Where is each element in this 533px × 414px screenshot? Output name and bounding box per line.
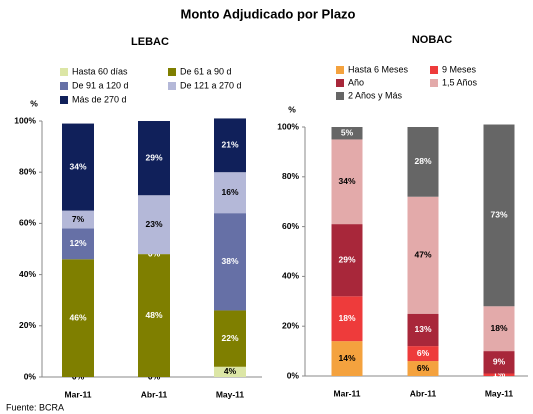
data-label: 14% — [338, 353, 355, 363]
x-tick-label: May-11 — [485, 388, 514, 398]
y-tick-label: 60% — [19, 218, 36, 228]
data-label: 18% — [490, 323, 507, 333]
data-label: 6% — [417, 348, 430, 358]
bar-segment — [407, 196, 439, 314]
y-tick-label: 40% — [282, 271, 299, 281]
data-label: 29% — [338, 254, 355, 264]
x-tick-label: May-11 — [216, 389, 245, 399]
y-tick-label: 0% — [287, 370, 300, 380]
bar-segment — [138, 121, 170, 196]
bar-segment — [483, 373, 515, 376]
bar-segment — [331, 296, 363, 342]
legend-swatch — [60, 68, 68, 76]
chart-title: NOBAC — [412, 34, 452, 46]
bar-segment — [62, 210, 94, 229]
legend-swatch — [168, 82, 176, 90]
data-label: 6% — [417, 363, 430, 373]
bar-segment — [483, 124, 515, 307]
data-label: 28% — [414, 156, 431, 166]
data-label: 1% — [493, 369, 506, 379]
bar-segment — [214, 118, 246, 173]
x-tick-label: Mar-11 — [334, 388, 361, 398]
data-label: 4% — [224, 366, 237, 376]
y-tick-label: 60% — [282, 221, 299, 231]
bar-segment — [407, 361, 439, 376]
bar-segment — [331, 127, 363, 140]
legend-label: De 121 a 270 d — [180, 80, 242, 90]
bar-segment — [331, 224, 363, 297]
data-label: 23% — [145, 219, 162, 229]
axis-unit: % — [30, 98, 38, 108]
bar-segment — [214, 213, 246, 311]
bar-segment — [483, 306, 515, 352]
bar-segment — [214, 310, 246, 367]
bar-segment — [214, 366, 246, 377]
data-label: 7% — [72, 214, 85, 224]
legend-label: Más de 270 d — [72, 94, 127, 104]
data-label: 16% — [221, 187, 238, 197]
data-label: 47% — [414, 249, 431, 259]
main-title: Monto Adjudicado por Plazo — [180, 6, 355, 21]
legend-label: Año — [348, 77, 364, 87]
legend-label: 9 Meses — [442, 64, 477, 74]
data-label: 12% — [69, 238, 86, 248]
bar-segment — [407, 313, 439, 347]
source: Fuente: BCRA — [6, 402, 64, 412]
legend-label: De 61 a 90 d — [180, 66, 232, 76]
data-label: 13% — [414, 324, 431, 334]
data-label: 38% — [221, 256, 238, 266]
data-label: 5% — [341, 127, 354, 137]
legend-swatch — [60, 96, 68, 104]
bar-segment — [62, 259, 94, 377]
x-tick-label: Mar-11 — [65, 389, 92, 399]
bar-segment — [407, 127, 439, 197]
y-tick-label: 20% — [19, 320, 36, 330]
data-label: 9% — [493, 357, 506, 367]
x-tick-label: Abr-11 — [410, 388, 437, 398]
bar-segment — [331, 341, 363, 376]
y-tick-label: 100% — [277, 121, 299, 131]
y-tick-label: 20% — [282, 320, 299, 330]
y-tick-label: 100% — [14, 115, 36, 125]
y-tick-label: 80% — [282, 171, 299, 181]
data-label: 29% — [145, 152, 162, 162]
data-label: 46% — [69, 312, 86, 322]
data-label: 21% — [221, 140, 238, 150]
bar-segment — [62, 123, 94, 211]
bar-segment — [138, 195, 170, 255]
legend-swatch — [60, 82, 68, 90]
data-label: 48% — [145, 310, 162, 320]
legend-label: De 91 a 120 d — [72, 80, 129, 90]
y-tick-label: 0% — [24, 371, 37, 381]
axis-unit: % — [288, 104, 296, 114]
legend-label: 1,5 Años — [442, 77, 478, 87]
data-label: 22% — [221, 333, 238, 343]
data-label: 73% — [490, 210, 507, 220]
legend-label: Hasta 60 días — [72, 66, 128, 76]
bar-segment — [138, 254, 170, 377]
bar-segment — [214, 172, 246, 214]
legend-swatch — [336, 66, 344, 74]
bar-segment — [331, 139, 363, 225]
legend-label: Hasta 6 Meses — [348, 64, 409, 74]
y-tick-label: 80% — [19, 166, 36, 176]
y-tick-label: 40% — [19, 269, 36, 279]
chart-title: LEBAC — [131, 36, 169, 48]
legend-swatch — [168, 68, 176, 76]
legend-swatch — [430, 79, 438, 87]
bar-segment — [483, 351, 515, 374]
legend-swatch — [336, 92, 344, 100]
data-label: 34% — [69, 161, 86, 171]
legend-swatch — [430, 66, 438, 74]
legend-swatch — [336, 79, 344, 87]
legend-label: 2 Años y Más — [348, 90, 403, 100]
bar-segment — [62, 228, 94, 260]
bar-segment — [407, 346, 439, 362]
x-tick-label: Abr-11 — [141, 389, 168, 399]
data-label: 18% — [338, 313, 355, 323]
data-label: 34% — [338, 176, 355, 186]
